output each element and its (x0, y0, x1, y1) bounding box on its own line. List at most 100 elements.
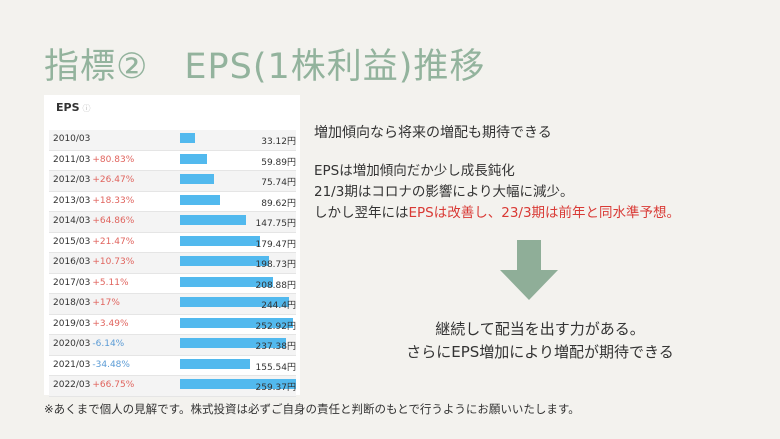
eps-change: +80.83% (92, 154, 135, 165)
eps-row: 2010/03 33.12円 (49, 130, 296, 151)
analysis-line-1: EPSは増加傾向だか少し成長鈍化 (314, 163, 515, 179)
eps-row: 2022/03 +66.75% 259.37円 (49, 376, 296, 397)
eps-bar-area: 244.4円 (180, 297, 296, 311)
eps-row: 2018/03 +17% 244.4円 (49, 294, 296, 315)
eps-row-label: 2019/03 +3.49% (53, 319, 129, 329)
eps-row-label: 2015/03 +21.47% (53, 237, 134, 247)
eps-bar-area: 198.73円 (180, 256, 297, 270)
analysis-line-3-plain: しかし翌年には (314, 205, 409, 221)
eps-row: 2015/03 +21.47% 179.47円 (49, 233, 297, 253)
eps-bar-area: 237.38円 (180, 338, 297, 352)
eps-row-label: 2013/03 +18.33% (53, 196, 134, 206)
eps-bar (180, 153, 207, 164)
eps-row: 2020/03 -6.14% 237.38円 (49, 335, 296, 356)
eps-row: 2016/03 +10.73% 198.73円 (49, 253, 296, 274)
eps-value: 33.12円 (261, 137, 296, 147)
eps-year: 2013/03 (53, 195, 91, 206)
eps-year: 2012/03 (53, 175, 91, 185)
analysis-line-2: 21/3期はコロナの影響により大幅に減少。 (314, 184, 574, 200)
conclusion-line-2: さらにEPS増加により増配が期待できる (406, 343, 674, 361)
eps-change: +3.49% (92, 318, 129, 329)
eps-bar (180, 174, 214, 184)
eps-row: 2019/03 +3.49% 252.92円 (49, 315, 297, 335)
eps-bar (180, 317, 294, 328)
eps-header: EPS ⓘ (56, 101, 91, 114)
eps-value: 252.92円 (255, 321, 297, 332)
eps-bar (180, 276, 274, 287)
eps-row-label: 2014/03 +64.86% (53, 216, 134, 226)
eps-bar (180, 297, 290, 307)
eps-row-label: 2021/03 -34.48% (53, 360, 130, 370)
eps-year: 2010/03 (53, 134, 91, 144)
eps-header-label: EPS (56, 101, 80, 114)
lead-text: 増加傾向なら将来の増配も期待できる (314, 125, 552, 141)
eps-year: 2021/03 (53, 359, 91, 370)
eps-bar-area: 75.74円 (180, 174, 296, 188)
eps-value: 179.47円 (255, 239, 297, 250)
eps-value: 155.54円 (255, 362, 297, 373)
eps-change: +17% (92, 298, 120, 308)
eps-change: +64.86% (92, 216, 135, 226)
eps-bar (180, 256, 269, 266)
eps-bar-area: 179.47円 (180, 235, 297, 250)
eps-value: 147.75円 (255, 219, 297, 229)
eps-change: -6.14% (92, 339, 125, 349)
eps-year: 2020/03 (53, 339, 91, 349)
eps-table-card: EPS ⓘ 2010/03 33.12円 2011/03 +80.83% 59.89円 20… (44, 95, 300, 397)
eps-change: +10.73% (92, 257, 135, 267)
eps-year: 2015/03 (53, 236, 91, 247)
eps-row-label: 2012/03 +26.47% (53, 175, 134, 185)
eps-change: +26.47% (92, 175, 135, 185)
analysis-line-3-highlight: EPSは改善し、23/3期は前年と同水準予想。 (408, 205, 681, 221)
eps-bar (180, 133, 195, 143)
eps-bar (180, 338, 287, 348)
analysis-line-3: しかし翌年にはEPSは改善し、23/3期は前年と同水準予想。 (314, 203, 680, 224)
analysis-paragraph: EPSは増加傾向だか少し成長鈍化 21/3期はコロナの影響により大幅に減少。 し… (314, 161, 680, 224)
eps-row-label: 2020/03 -6.14% (53, 339, 124, 349)
eps-change: +21.47% (92, 236, 135, 247)
eps-bar-area: 259.37円 (180, 379, 297, 393)
eps-change: +18.33% (92, 195, 135, 206)
eps-year: 2014/03 (53, 216, 91, 226)
eps-change: +66.75% (92, 380, 135, 390)
eps-bar (180, 215, 247, 225)
conclusion-line-1: 継続して配当を出す力がある。 (435, 320, 645, 338)
eps-change: -34.48% (92, 359, 130, 370)
eps-bar-area: 59.89円 (180, 153, 296, 168)
eps-bar (180, 194, 221, 205)
eps-value: 259.37円 (255, 383, 297, 393)
eps-bar (180, 235, 261, 246)
eps-table: 2010/03 33.12円 2011/03 +80.83% 59.89円 2012/03… (49, 130, 296, 397)
down-arrow-icon (500, 240, 558, 300)
eps-bar-area: 252.92円 (180, 317, 297, 332)
slide-title: 指標② EPS(1株利益)推移 (44, 47, 486, 87)
eps-value: 89.62円 (261, 198, 296, 209)
eps-year: 2022/03 (53, 380, 91, 390)
eps-row: 2013/03 +18.33% 89.62円 (49, 192, 296, 212)
eps-bar-area: 155.54円 (180, 358, 297, 373)
eps-row-label: 2022/03 +66.75% (53, 380, 134, 390)
eps-value: 208.88円 (255, 280, 297, 291)
eps-row: 2017/03 +5.11% 208.88円 (49, 274, 297, 294)
eps-year: 2017/03 (53, 277, 91, 288)
eps-row: 2012/03 +26.47% 75.74円 (49, 171, 296, 192)
eps-bar-area: 33.12円 (180, 133, 296, 147)
eps-bar-area: 147.75円 (180, 215, 297, 229)
eps-bar (180, 358, 250, 369)
eps-row-label: 2017/03 +5.11% (53, 278, 129, 288)
eps-value: 237.38円 (255, 342, 297, 352)
eps-bar-area: 208.88円 (180, 276, 297, 291)
eps-change: +5.11% (92, 277, 129, 288)
eps-year: 2011/03 (53, 154, 91, 165)
eps-value: 198.73円 (255, 260, 297, 270)
eps-row-label: 2016/03 +10.73% (53, 257, 134, 267)
eps-year: 2019/03 (53, 318, 91, 329)
eps-value: 75.74円 (261, 178, 296, 188)
eps-row: 2021/03 -34.48% 155.54円 (49, 356, 297, 376)
info-icon: ⓘ (82, 104, 91, 113)
eps-value: 244.4円 (261, 301, 296, 311)
footnote: ※あくまで個人の見解です。株式投資は必ずご自身の責任と判断のもとで行うようにお願… (44, 402, 580, 416)
eps-row-label: 2018/03 +17% (53, 298, 120, 308)
eps-value: 59.89円 (261, 157, 296, 168)
eps-bar-area: 89.62円 (180, 194, 296, 209)
